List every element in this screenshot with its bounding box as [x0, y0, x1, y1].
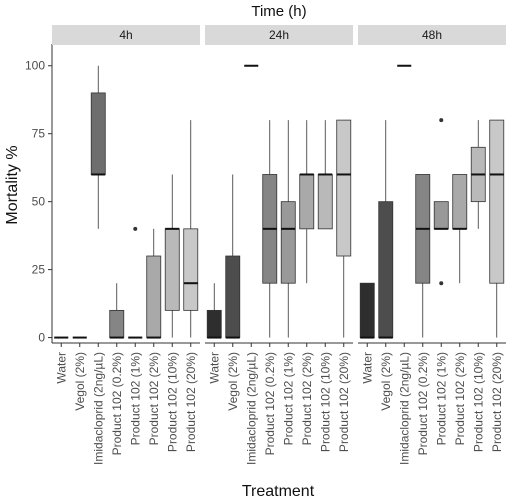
box-body — [90, 92, 106, 175]
box-body — [206, 309, 222, 338]
x-tick-label: Product 102 (10%) — [165, 352, 179, 452]
box-2-5 — [452, 174, 468, 284]
x-tick-label: Water — [54, 352, 68, 384]
box-0-7 — [183, 120, 199, 338]
x-tick-label: Vegol (2%) — [73, 352, 87, 411]
box-2-4 — [433, 118, 449, 286]
box-0-5 — [146, 228, 162, 339]
box-2-6 — [470, 120, 486, 229]
x-tick-label: Product 102 (1%) — [281, 352, 295, 445]
box-body — [280, 201, 296, 284]
facet-strip — [358, 25, 506, 45]
x-tick-label: Product 102 (20%) — [184, 352, 198, 452]
x-tick-label: Water — [360, 352, 374, 384]
box-2-3 — [415, 174, 431, 338]
box-body — [317, 174, 333, 230]
y-tick-label: 0 — [38, 331, 45, 345]
box-body — [433, 201, 449, 230]
box-0-3 — [109, 283, 125, 339]
box-1-7 — [336, 119, 352, 338]
box-0-4 — [128, 226, 143, 339]
x-tick-label: Product 102 (10%) — [471, 352, 485, 452]
x-tick-label: Vegol (2%) — [379, 352, 393, 411]
box-2-7 — [489, 119, 505, 338]
x-tick-label: Product 102 (0.2%) — [110, 352, 124, 455]
box-body — [378, 201, 394, 338]
chart-title: Time (h) — [251, 3, 306, 20]
box-1-0 — [206, 283, 222, 339]
box-body — [299, 174, 315, 230]
box-1-4 — [280, 120, 296, 338]
facet-strip-label: 24h — [269, 28, 289, 42]
x-tick-label: Water — [207, 352, 221, 384]
box-2-1 — [378, 120, 394, 339]
x-axis-label: Treatment — [242, 483, 315, 500]
y-tick-label: 50 — [32, 195, 46, 209]
x-tick-label: Imidacloprid (2ng/µL) — [397, 352, 411, 465]
plot-area: 0 25 50 75 100 4h Water Vegol (2%) Imidacloprid … — [25, 25, 506, 465]
facet-strip-label: 48h — [422, 28, 442, 42]
y-tick-label: 25 — [32, 263, 46, 277]
x-tick-label: Product 102 (20%) — [490, 352, 504, 452]
outlier-point — [439, 118, 444, 123]
box-body — [164, 228, 180, 311]
x-tick-label: Product 102 (1%) — [128, 352, 142, 445]
x-tick-label: Product 102 (1%) — [434, 352, 448, 445]
y-axis-label: Mortality % — [4, 145, 21, 224]
box-body — [336, 119, 352, 257]
facet-strip — [205, 25, 353, 45]
outlier-point — [439, 281, 444, 286]
y-tick-label: 75 — [32, 127, 46, 141]
box-body — [109, 309, 125, 338]
x-tick-label: Imidacloprid (2ng/µL) — [91, 352, 105, 465]
box-1-6 — [317, 120, 333, 230]
box-0-6 — [164, 174, 180, 338]
x-tick-label: Product 102 (10%) — [318, 352, 332, 452]
box-body — [146, 255, 162, 338]
box-body — [359, 282, 375, 338]
box-2-0 — [359, 282, 375, 339]
x-tick-label: Vegol (2%) — [226, 352, 240, 411]
box-1-3 — [262, 120, 278, 338]
box-1-1 — [225, 174, 241, 339]
box-0-2 — [90, 65, 106, 229]
x-tick-label: Product 102 (2%) — [300, 352, 314, 445]
x-tick-label: Product 102 (0.2%) — [263, 352, 277, 455]
x-tick-label: Imidacloprid (2ng/µL) — [244, 352, 258, 465]
box-body — [225, 255, 241, 338]
facet-strip — [52, 25, 200, 45]
outlier-point — [133, 226, 138, 231]
box-1-5 — [299, 120, 315, 284]
box-body — [489, 119, 505, 284]
box-body — [183, 228, 199, 311]
x-tick-label: Product 102 (2%) — [453, 352, 467, 445]
facet-strip-label: 4h — [119, 28, 132, 42]
x-tick-label: Product 102 (0.2%) — [416, 352, 430, 455]
box-body — [452, 174, 468, 230]
x-tick-label: Product 102 (2%) — [147, 352, 161, 445]
y-tick-label: 100 — [25, 59, 45, 73]
x-tick-label: Product 102 (20%) — [337, 352, 351, 452]
